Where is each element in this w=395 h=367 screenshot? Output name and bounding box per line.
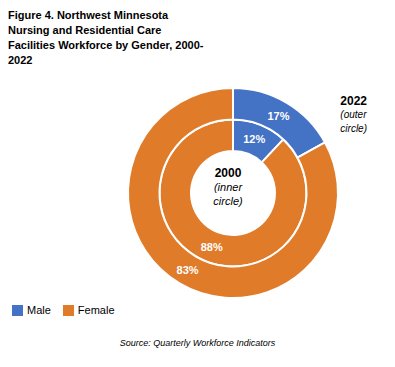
html-text:Figure 4. Northwest Minnesota: Figure 4. Northwest Minnesota [8,9,169,21]
svg-text:12%: 12% [243,133,265,145]
html-text:Source: Quarterly Workforce In: Source: Quarterly Workforce Indicators [119,338,276,348]
svg-text:17%: 17% [267,110,289,122]
html-text:(outer circle): (outer circle) [340,108,367,134]
svg-text:88%: 88% [201,241,223,253]
html-text:Male: Male [27,304,51,316]
html-text:2022: 2022 [340,93,367,108]
html-text:circle): circle) [213,195,243,207]
html-text:2000: 2000 [214,166,242,180]
html-text:Facilities Workforce by Gender: Facilities Workforce by Gender, 2000- [8,39,204,51]
html-text:Female: Female [77,304,115,316]
html-text:2022: 2022 [8,54,33,66]
html-text:(inner: (inner [213,181,243,193]
svg-text:83%: 83% [177,264,199,276]
html-text:Nursing and Residential Care: Nursing and Residential Care [8,24,162,36]
